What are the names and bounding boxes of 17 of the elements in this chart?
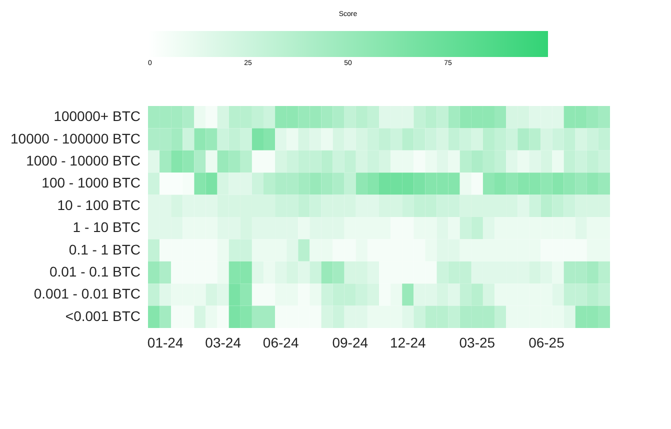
y-tick-label: 100000+ BTC	[54, 108, 140, 124]
y-tick-label: 10 - 100 BTC	[57, 196, 140, 213]
x-tick-label: 01-24	[147, 334, 184, 350]
y-tick-label: 0.01 - 0.1 BTC	[49, 264, 140, 280]
y-tick-label: 0.001 - 0.01 BTC	[34, 286, 140, 302]
y-tick-label: 10000 - 100000 BTC	[10, 130, 140, 146]
y-tick-label: <0.001 BTC	[65, 308, 140, 324]
x-tick-label: 12-24	[390, 334, 426, 350]
y-tick-label: 1000 - 10000 BTC	[26, 152, 140, 168]
x-tick-label: 03-24	[205, 334, 242, 350]
x-tick-label: 06-25	[528, 334, 565, 350]
y-tick-label: 1 - 10 BTC	[72, 219, 140, 236]
x-tick-label: 03-25	[459, 334, 496, 350]
x-tick-label: 06-24	[262, 334, 299, 350]
x-tick-label: 09-24	[332, 334, 368, 350]
y-tick-label: 100 - 1000 BTC	[42, 174, 140, 191]
y-tick-label: 0.1 - 1 BTC	[68, 241, 140, 258]
